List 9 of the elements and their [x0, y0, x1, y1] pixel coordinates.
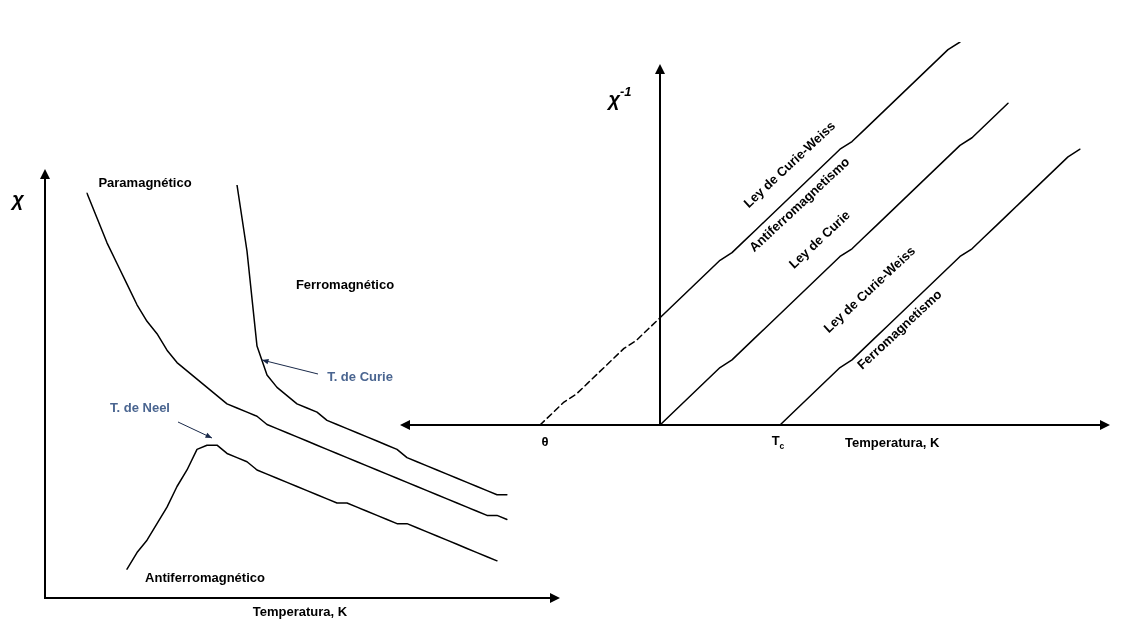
y-axis-title: χ [10, 187, 26, 210]
x-axis-title: Temperatura, K [252, 603, 348, 619]
annotation: Paramagnético [98, 174, 192, 190]
annotation: Antiferromagnético [145, 569, 266, 585]
annotation: T. de Curie [327, 368, 393, 384]
annotation: Ferromagnético [295, 276, 395, 292]
text: θ [541, 433, 549, 449]
annotation: T. de Neel [110, 399, 170, 415]
x-axis-title: Temperatura, K [845, 434, 941, 450]
